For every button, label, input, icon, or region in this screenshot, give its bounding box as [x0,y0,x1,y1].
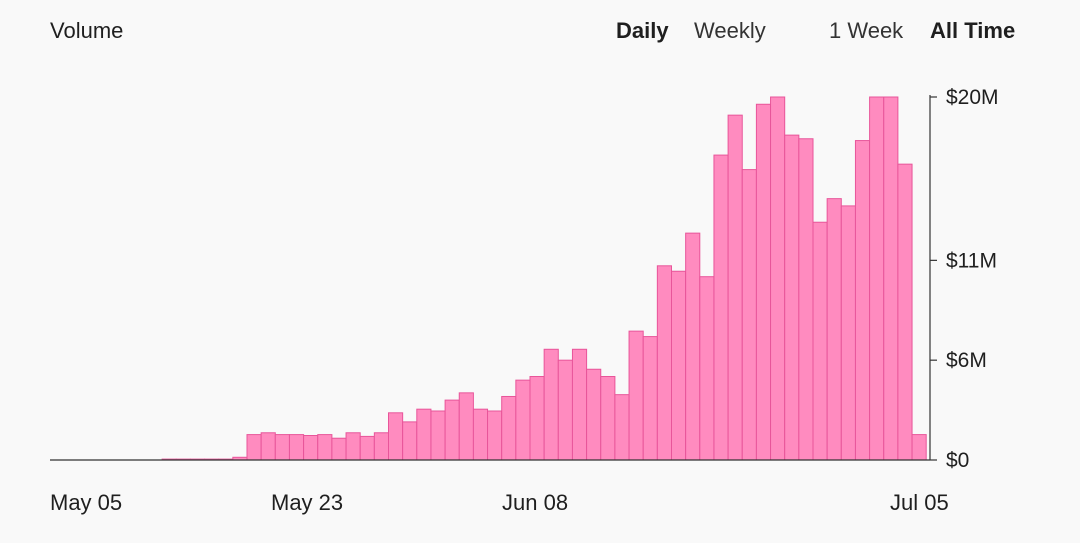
bar[interactable] [402,421,418,461]
y-tick-label: $6M [946,349,987,372]
bar[interactable] [331,437,347,461]
bar[interactable] [642,336,658,461]
bar[interactable] [699,276,715,461]
bar[interactable] [798,138,814,461]
toggle-daily[interactable]: Daily [616,18,669,43]
bar[interactable] [430,410,446,461]
period-toggle-group: Daily Weekly 1 Week All Time [0,18,1080,48]
bar[interactable] [274,434,290,461]
y-tick-label: $0 [946,449,969,472]
bar[interactable] [529,376,545,461]
bar[interactable] [897,163,913,461]
bar[interactable] [854,140,871,461]
bar[interactable] [487,410,503,461]
bar[interactable] [515,379,531,461]
y-tick-label: $11M [946,249,997,272]
bar[interactable] [741,169,757,461]
bar[interactable] [600,376,616,461]
bar[interactable] [557,359,573,461]
bar[interactable] [444,399,460,461]
bar[interactable] [685,232,701,461]
bars-group [161,96,927,461]
y-tick-label: $20M [946,86,999,109]
bar[interactable] [770,96,786,461]
bar[interactable] [543,348,559,461]
bar[interactable] [727,114,743,461]
bar[interactable] [317,434,333,461]
toggle-1-week[interactable]: 1 Week [829,18,904,43]
bar[interactable] [472,408,489,461]
toggle-all-time[interactable]: All Time [930,18,1016,43]
bar[interactable] [288,434,305,461]
bar[interactable] [458,392,474,461]
bar[interactable] [614,394,630,461]
bar[interactable] [713,154,729,461]
bar[interactable] [869,96,885,461]
bar[interactable] [373,432,390,461]
bar[interactable] [571,348,588,461]
bar[interactable] [755,103,772,461]
x-axis-ticks: May 05 May 23 Jun 08 Jul 05 [50,490,949,515]
toggle-weekly[interactable]: Weekly [694,18,766,43]
bar[interactable] [501,395,517,461]
bar[interactable] [784,134,800,461]
chart-title: Volume [50,18,124,43]
x-tick-label: May 05 [50,490,122,515]
bar[interactable] [840,205,856,461]
x-tick-label: Jun 08 [502,490,568,515]
bar[interactable] [671,270,687,461]
bar[interactable] [246,434,262,461]
x-tick-label: Jul 05 [890,490,949,515]
bar[interactable] [911,434,927,461]
x-tick-label: May 23 [271,490,343,515]
bar[interactable] [416,408,432,461]
bar[interactable] [628,330,644,461]
bar[interactable] [812,221,828,461]
bar[interactable] [656,265,672,461]
bar[interactable] [260,432,276,461]
bar[interactable] [826,198,842,461]
bar[interactable] [359,435,375,461]
y-axis-ticks: $0 $6M $11M $20M [930,86,999,472]
bar[interactable] [345,432,361,461]
bar[interactable] [586,368,602,461]
bar[interactable] [883,96,899,461]
bar[interactable] [388,412,404,461]
bar[interactable] [303,435,319,461]
